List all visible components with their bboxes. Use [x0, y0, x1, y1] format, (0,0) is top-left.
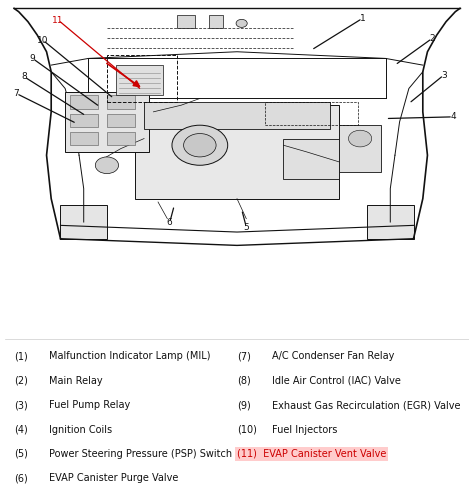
- Text: (4): (4): [14, 424, 28, 434]
- Bar: [367, 205, 413, 238]
- Text: Idle Air Control (IAC) Valve: Idle Air Control (IAC) Valve: [272, 376, 401, 386]
- Bar: [70, 114, 98, 127]
- Text: 10: 10: [37, 36, 48, 45]
- Bar: [65, 92, 149, 152]
- Text: (2): (2): [14, 376, 28, 386]
- Text: 8: 8: [21, 72, 27, 81]
- Bar: [265, 102, 358, 125]
- Text: (6): (6): [14, 473, 28, 483]
- Circle shape: [172, 125, 228, 165]
- Text: 2: 2: [429, 34, 435, 43]
- Circle shape: [348, 130, 372, 147]
- Text: (11)  EVAP Canister Vent Valve: (11) EVAP Canister Vent Valve: [237, 449, 386, 459]
- Text: (9): (9): [237, 400, 251, 410]
- Text: EVAP Canister Purge Valve: EVAP Canister Purge Valve: [49, 473, 178, 483]
- Text: (8): (8): [237, 376, 251, 386]
- Text: 1: 1: [360, 14, 365, 23]
- Bar: [339, 125, 381, 172]
- Text: 5: 5: [244, 222, 249, 231]
- Circle shape: [183, 134, 216, 157]
- Bar: [107, 55, 177, 102]
- Text: Malfunction Indicator Lamp (MIL): Malfunction Indicator Lamp (MIL): [49, 351, 210, 361]
- Text: 11: 11: [53, 16, 64, 25]
- Bar: [70, 95, 98, 109]
- Text: Exhaust Gas Recirculation (EGR) Valve: Exhaust Gas Recirculation (EGR) Valve: [272, 400, 460, 410]
- Text: Main Relay: Main Relay: [49, 376, 102, 386]
- Text: (10): (10): [237, 424, 257, 434]
- Text: Fuel Injectors: Fuel Injectors: [272, 424, 337, 434]
- Text: 4: 4: [450, 112, 456, 121]
- Circle shape: [236, 20, 247, 28]
- Text: A/C Condenser Fan Relay: A/C Condenser Fan Relay: [272, 351, 394, 361]
- Text: (1): (1): [14, 351, 28, 361]
- Text: 6: 6: [167, 218, 173, 227]
- Text: 7: 7: [13, 89, 19, 98]
- Text: 9: 9: [30, 54, 36, 63]
- Circle shape: [95, 157, 118, 174]
- Text: Power Steering Pressure (PSP) Switch: Power Steering Pressure (PSP) Switch: [49, 449, 232, 459]
- Bar: [283, 139, 339, 179]
- Bar: [177, 15, 195, 29]
- Text: (3): (3): [14, 400, 28, 410]
- Text: Ignition Coils: Ignition Coils: [49, 424, 112, 434]
- Bar: [107, 114, 135, 127]
- Text: (7): (7): [237, 351, 251, 361]
- Bar: [144, 102, 330, 129]
- Bar: [107, 95, 135, 109]
- Bar: [135, 105, 339, 199]
- Bar: [107, 132, 135, 145]
- Bar: [61, 205, 107, 238]
- Bar: [116, 65, 163, 95]
- Bar: [209, 15, 223, 29]
- Text: (5): (5): [14, 449, 28, 459]
- Bar: [70, 132, 98, 145]
- Text: 3: 3: [441, 71, 447, 80]
- Text: Fuel Pump Relay: Fuel Pump Relay: [49, 400, 130, 410]
